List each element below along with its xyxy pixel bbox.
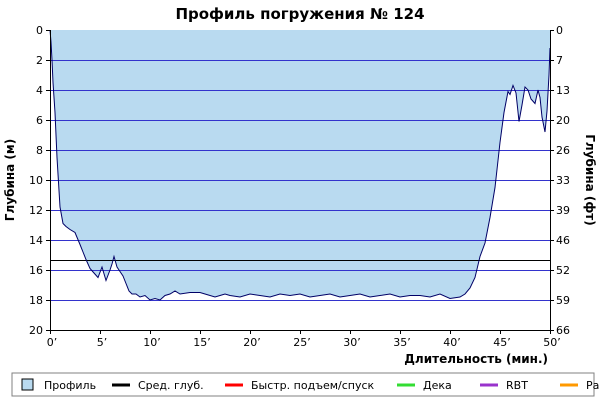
legend-frame [11, 372, 595, 397]
y-tick-labels-right: 0 7 13 20 26 33 39 46 52 59 66 [550, 24, 570, 337]
y-right-tick-label: 33 [556, 174, 570, 187]
y-right-tick-label: 13 [556, 84, 570, 97]
y-tick-label: 18 [29, 294, 43, 307]
x-tick-label: 10’ [143, 336, 161, 349]
legend: Профиль Сред. глуб. Быстр. подъем/спуск Дек… [21, 378, 600, 392]
x-tick-labels: 0’ 5’ 10’ 15’ 20’ 25’ 30’ 35’ 40’ 45’ 50’ [47, 330, 561, 349]
y-tick-label: 14 [29, 234, 43, 247]
profile-line-group [49, 29, 551, 301]
y-tick-label: 16 [29, 264, 43, 277]
x-tick-label: 35’ [393, 336, 411, 349]
y-right-tick-label: 7 [556, 54, 563, 67]
legend-item-label: Дека [423, 379, 452, 392]
x-tick-label: 5’ [97, 336, 108, 349]
y-tick-label: 0 [36, 24, 43, 37]
legend-swatch-profile [21, 378, 34, 391]
legend-item-label: Раб. [586, 379, 600, 392]
y-tick-label: 2 [36, 54, 43, 67]
legend-item-label: Быстр. подъем/спуск [251, 379, 375, 392]
x-tick-label: 40’ [443, 336, 461, 349]
y-tick-label: 4 [36, 84, 43, 97]
y-right-tick-label: 46 [556, 234, 570, 247]
y-tick-label: 12 [29, 204, 43, 217]
legend-item-label: RBT [506, 379, 528, 392]
x-tick-label: 15’ [193, 336, 211, 349]
y-right-tick-label: 0 [556, 24, 563, 37]
y-axis-label-right: Глубина (фт) [583, 134, 597, 225]
legend-item-label: Сред. глуб. [138, 379, 204, 392]
y-tick-label: 10 [29, 174, 43, 187]
y-right-tick-label: 52 [556, 264, 570, 277]
y-right-tick-label: 39 [556, 204, 570, 217]
x-tick-label: 50’ [543, 336, 561, 349]
x-tick-label: 20’ [243, 336, 261, 349]
x-tick-label: 0’ [47, 336, 58, 349]
y-axis-label-left: Глубина (м) [3, 139, 17, 221]
y-tick-labels-left: 0 2 4 6 8 10 12 14 16 18 20 [29, 24, 50, 337]
x-axis-label: Длительность (мин.) [404, 352, 548, 366]
x-tick-label: 25’ [293, 336, 311, 349]
x-tick-label: 45’ [493, 336, 511, 349]
y-tick-label: 6 [36, 114, 43, 127]
profile-area [50, 30, 550, 300]
y-tick-label: 8 [36, 144, 43, 157]
x-tick-label: 30’ [343, 336, 361, 349]
y-right-tick-label: 26 [556, 144, 570, 157]
y-right-tick-label: 20 [556, 114, 570, 127]
chart-title: Профиль погружения № 124 [175, 5, 424, 23]
profile-line [49, 29, 551, 301]
y-tick-label: 20 [29, 324, 43, 337]
y-right-tick-label: 59 [556, 294, 570, 307]
legend-item-label: Профиль [44, 379, 96, 392]
y-right-tick-label: 66 [556, 324, 570, 337]
